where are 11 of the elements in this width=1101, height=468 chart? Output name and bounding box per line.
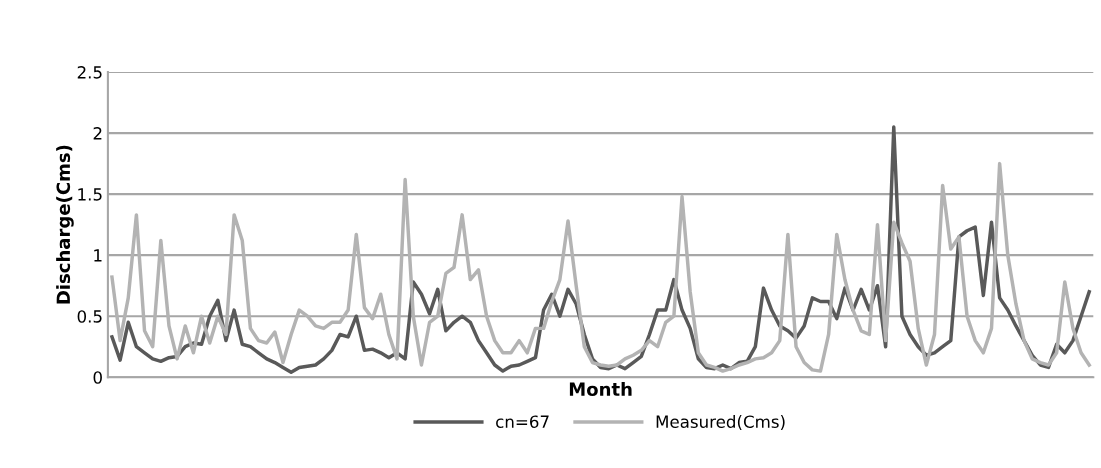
y-tick-label: 0 — [93, 371, 102, 384]
y-axis-title: Discharge(Cms) — [56, 145, 74, 304]
y-tick-label: 1 — [94, 249, 102, 262]
legend-label: Measured(Cms) — [656, 415, 785, 430]
legend-label: cn=67 — [496, 415, 549, 428]
y-tick-label: 2 — [93, 127, 102, 140]
y-tick-label: 0.5 — [77, 310, 102, 323]
x-axis-title: Month — [569, 382, 632, 397]
line-series — [110, 161, 1091, 373]
y-tick-label: 1.5 — [78, 188, 102, 201]
y-tick-label: 2.5 — [77, 66, 102, 79]
